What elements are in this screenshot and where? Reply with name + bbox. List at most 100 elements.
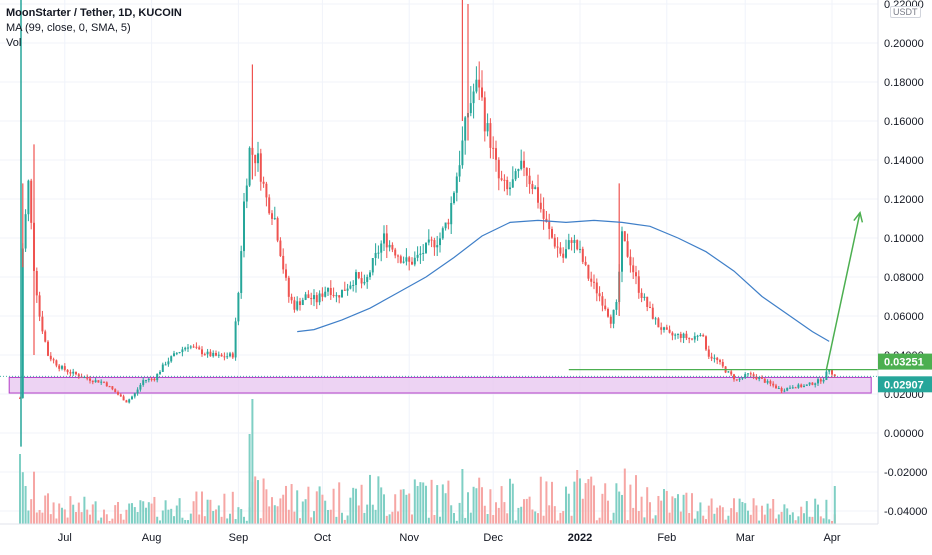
volume-bar	[609, 520, 612, 524]
volume-bar	[38, 509, 41, 524]
volume-bar	[497, 507, 500, 524]
candle-body	[579, 248, 581, 250]
volume-bar	[223, 493, 226, 524]
candle-body	[226, 356, 229, 358]
candle-body	[380, 243, 383, 253]
volume-bar	[461, 469, 464, 524]
candle-body	[455, 176, 458, 193]
volume-bar	[542, 515, 545, 524]
candle-body	[290, 296, 293, 301]
volume-bar	[192, 501, 195, 524]
candle-body	[556, 246, 559, 248]
volume-bar	[475, 488, 478, 524]
volume-bar	[411, 514, 413, 524]
volume-bar	[299, 518, 301, 524]
candle-body	[125, 400, 128, 403]
volume-bar	[58, 503, 61, 524]
candle-body	[206, 351, 209, 355]
candle-body	[103, 381, 105, 383]
candle-body	[217, 354, 220, 356]
candle-body	[416, 254, 419, 258]
candle-body	[542, 209, 545, 219]
candle-body	[469, 103, 472, 114]
volume-bar	[89, 514, 91, 524]
candle-body	[674, 334, 677, 336]
volume-bar	[173, 516, 175, 524]
candle-body	[747, 373, 749, 375]
volume-bar	[506, 513, 509, 524]
volume-bar	[469, 512, 472, 524]
candle-body	[388, 244, 391, 248]
candle-body	[783, 390, 786, 392]
price-tick-label: 0.10000	[884, 233, 924, 245]
candle-body	[775, 385, 777, 389]
volume-bar	[394, 494, 397, 524]
candle-body	[489, 123, 492, 148]
candle-body	[604, 305, 607, 310]
candle-body	[293, 300, 296, 310]
volume-bar	[399, 489, 402, 524]
candle-body	[111, 386, 114, 390]
volume-bar	[195, 491, 198, 524]
volume-bar	[206, 499, 209, 524]
volume-bar	[665, 490, 668, 524]
candle-body	[209, 351, 212, 357]
volume-bar	[276, 506, 279, 524]
volume-bar	[629, 484, 632, 524]
candle-body	[509, 187, 511, 190]
volume-bar	[254, 476, 257, 524]
volume-bar	[119, 513, 122, 524]
candle-body	[108, 386, 111, 388]
candle-body	[458, 165, 461, 177]
candle-body	[559, 247, 562, 254]
moving-average	[297, 219, 830, 342]
volume-bar	[441, 484, 444, 524]
volume-bar	[131, 503, 133, 524]
candle-body	[203, 354, 206, 356]
time-tick-label: Apr	[823, 532, 840, 544]
candle-body	[279, 240, 282, 256]
volume-bar	[601, 493, 604, 524]
volume-bar	[377, 476, 380, 524]
candle-body	[145, 380, 147, 382]
candle-body	[789, 387, 791, 389]
volume-bar	[735, 512, 738, 524]
volume-bar	[388, 514, 391, 524]
candle-body	[142, 380, 145, 385]
candle-body	[243, 201, 245, 252]
volume-bar	[128, 503, 131, 524]
candle-body	[492, 147, 495, 149]
volume-bar	[341, 512, 343, 524]
volume-bar	[531, 509, 534, 524]
volume-bar	[534, 511, 537, 524]
volume-bar	[447, 480, 450, 524]
volume-bar	[145, 507, 147, 524]
volume-bar	[545, 481, 548, 524]
candle-body	[769, 381, 772, 384]
volume-bar	[167, 509, 170, 524]
candle-body	[35, 271, 38, 296]
candle-body	[797, 384, 800, 388]
volume-bar	[752, 498, 755, 524]
candle-body	[688, 338, 691, 340]
volume-bar	[63, 509, 66, 524]
candle-body	[486, 123, 489, 132]
volume-bar	[581, 498, 584, 524]
candle-body	[346, 288, 349, 291]
volume-bar	[125, 509, 128, 524]
volume-bar	[363, 512, 366, 524]
volume-bar	[495, 502, 497, 524]
candle-body	[156, 373, 159, 381]
candle-body	[38, 295, 41, 317]
candle-body	[803, 385, 805, 388]
volume-bar	[817, 504, 819, 524]
candle-body	[377, 252, 380, 254]
volume-bar	[584, 483, 587, 524]
volume-bar	[565, 486, 567, 524]
candle-body	[321, 293, 324, 297]
volume-bar	[744, 503, 747, 524]
volume-bar	[556, 520, 559, 524]
candle-body	[324, 291, 327, 297]
